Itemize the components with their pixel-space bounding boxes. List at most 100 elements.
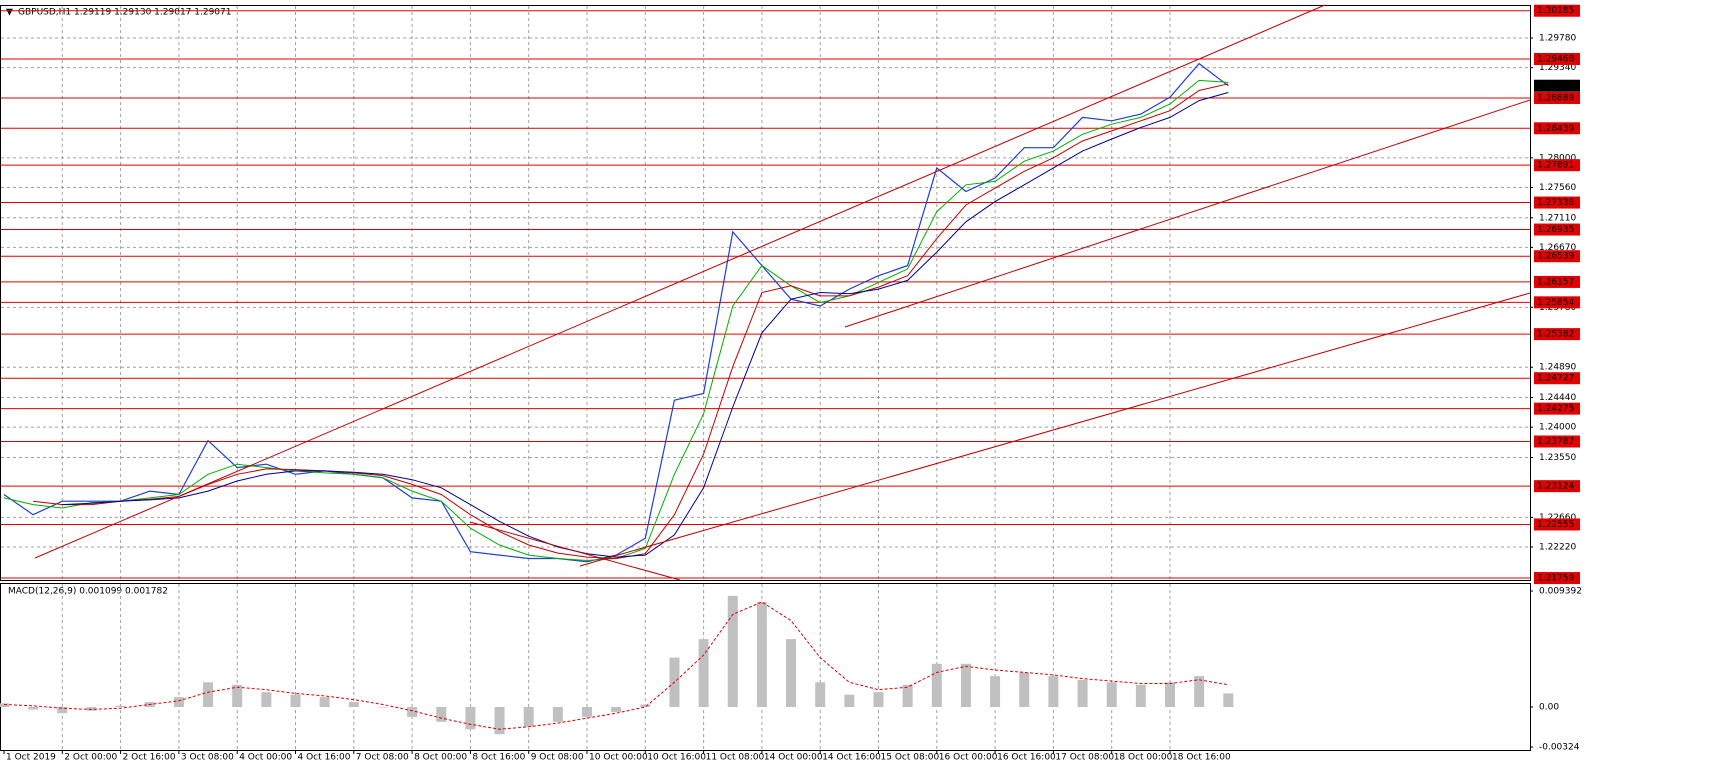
trendline	[34, 4, 1326, 559]
level-label-box	[1534, 52, 1580, 65]
macd-bar	[1048, 676, 1059, 708]
y-tick-label: 1.24890	[1539, 363, 1576, 373]
level-label: 1.26157	[1537, 277, 1574, 287]
macd-bar	[436, 707, 447, 722]
trendline	[469, 521, 681, 581]
level-label-box	[1534, 275, 1580, 288]
x-tick-label: 3 Oct 08:00	[181, 753, 234, 763]
trendline	[579, 292, 1531, 567]
macd-panel	[0, 583, 1531, 751]
current-price-box	[1534, 79, 1580, 92]
x-tick-label: 14 Oct 00:00	[764, 753, 823, 763]
macd-bar	[290, 694, 301, 708]
x-tick-label: 16 Oct 00:00	[939, 753, 998, 763]
trendlines	[34, 4, 1531, 581]
macd-bar	[377, 707, 388, 708]
level-label: 1.25382	[1537, 330, 1574, 340]
y-tick-label: 1.24440	[1539, 393, 1576, 403]
x-tick-label: 14 Oct 16:00	[822, 753, 881, 763]
macd-bar	[1019, 672, 1030, 708]
macd-bar	[465, 707, 476, 730]
macd-bar	[902, 684, 913, 708]
x-tick-label: 8 Oct 16:00	[472, 753, 525, 763]
macd-bar	[523, 707, 534, 727]
x-tick-label: 16 Oct 16:00	[997, 753, 1056, 763]
macd-bar	[640, 704, 651, 708]
level-label: 1.23124	[1537, 482, 1574, 492]
y-tick-label: -0.00324	[1539, 743, 1580, 753]
level-label-box	[1534, 4, 1580, 17]
x-tick-label: 2 Oct 16:00	[123, 753, 176, 763]
level-label: 1.28889	[1537, 93, 1574, 103]
macd-bar	[232, 684, 243, 708]
macd-bar	[1165, 682, 1175, 708]
level-label: 1.29468	[1537, 54, 1574, 64]
macd-bar	[0, 703, 9, 708]
y-tick-label: 1.29340	[1539, 63, 1576, 73]
macd-bar	[319, 697, 330, 708]
x-tick-label: 11 Oct 08:00	[706, 753, 765, 763]
level-label-box	[1534, 328, 1580, 341]
macd-bar	[1194, 676, 1205, 708]
macd-bar	[815, 682, 826, 708]
macd-bar	[931, 663, 942, 708]
macd-bar	[552, 707, 563, 722]
macd-bar	[786, 639, 797, 708]
level-label: 1.25854	[1537, 298, 1574, 308]
trendline	[844, 99, 1531, 328]
x-tick-label: 18 Oct 00:00	[1114, 753, 1173, 763]
y-tick-label: 1.28000	[1539, 153, 1576, 163]
price-line	[62, 92, 1229, 558]
macd-bar	[611, 707, 622, 712]
y-tick-label: 1.22220	[1539, 543, 1576, 553]
y-tick-label: 1.24000	[1539, 423, 1576, 433]
macd-bar	[115, 705, 126, 708]
macd-bar	[582, 707, 592, 717]
macd-bar	[990, 676, 1001, 708]
macd-bar	[960, 663, 971, 708]
level-label-box	[1534, 480, 1580, 493]
price-line	[3, 62, 1229, 563]
macd-bar	[28, 707, 39, 710]
x-tick-label: 17 Oct 08:00	[1055, 753, 1114, 763]
y-tick-label: 1.27110	[1539, 213, 1576, 223]
level-label: 1.27336	[1537, 198, 1574, 208]
level-label-box	[1534, 196, 1580, 209]
macd-bar	[873, 692, 884, 708]
x-tick-label: 4 Oct 00:00	[239, 753, 292, 763]
macd-bar	[698, 639, 709, 708]
x-tick-label: 10 Oct 00:00	[589, 753, 648, 763]
y-tick-label: 1.27560	[1539, 183, 1576, 193]
price-panel	[0, 5, 1531, 581]
macd-bar	[407, 707, 418, 717]
level-label-box	[1534, 518, 1580, 531]
macd-bar	[1077, 679, 1088, 708]
y-tick-label: 1.22660	[1539, 513, 1576, 523]
macd-bar	[86, 707, 97, 711]
signal-line	[3, 601, 1229, 730]
macd-bar	[844, 694, 855, 708]
level-label: 1.28439	[1537, 124, 1574, 134]
macd-bar	[173, 697, 184, 708]
dropdown-icon[interactable]: ▼	[6, 8, 13, 18]
level-label: 1.24275	[1537, 404, 1574, 414]
level-label: 1.23787	[1537, 437, 1574, 447]
level-label-box	[1534, 402, 1580, 415]
x-tick-label: 2 Oct 00:00	[64, 753, 117, 763]
macd-bar	[1223, 693, 1234, 708]
x-tick-label: 7 Oct 08:00	[356, 753, 409, 763]
y-tick-label: 1.23550	[1539, 453, 1576, 463]
level-label: 1.26539	[1537, 252, 1574, 262]
level-label-box	[1534, 250, 1580, 263]
x-tick-label: 9 Oct 08:00	[531, 753, 584, 763]
y-tick-label: 0.009392	[1539, 587, 1582, 597]
level-label: 1.30185	[1537, 6, 1574, 16]
level-label: 1.24727	[1537, 374, 1574, 384]
level-label: 1.22555	[1537, 520, 1574, 530]
level-label: 1.21759	[1537, 574, 1574, 584]
level-label-box	[1534, 159, 1580, 172]
macd-bar	[261, 692, 272, 708]
